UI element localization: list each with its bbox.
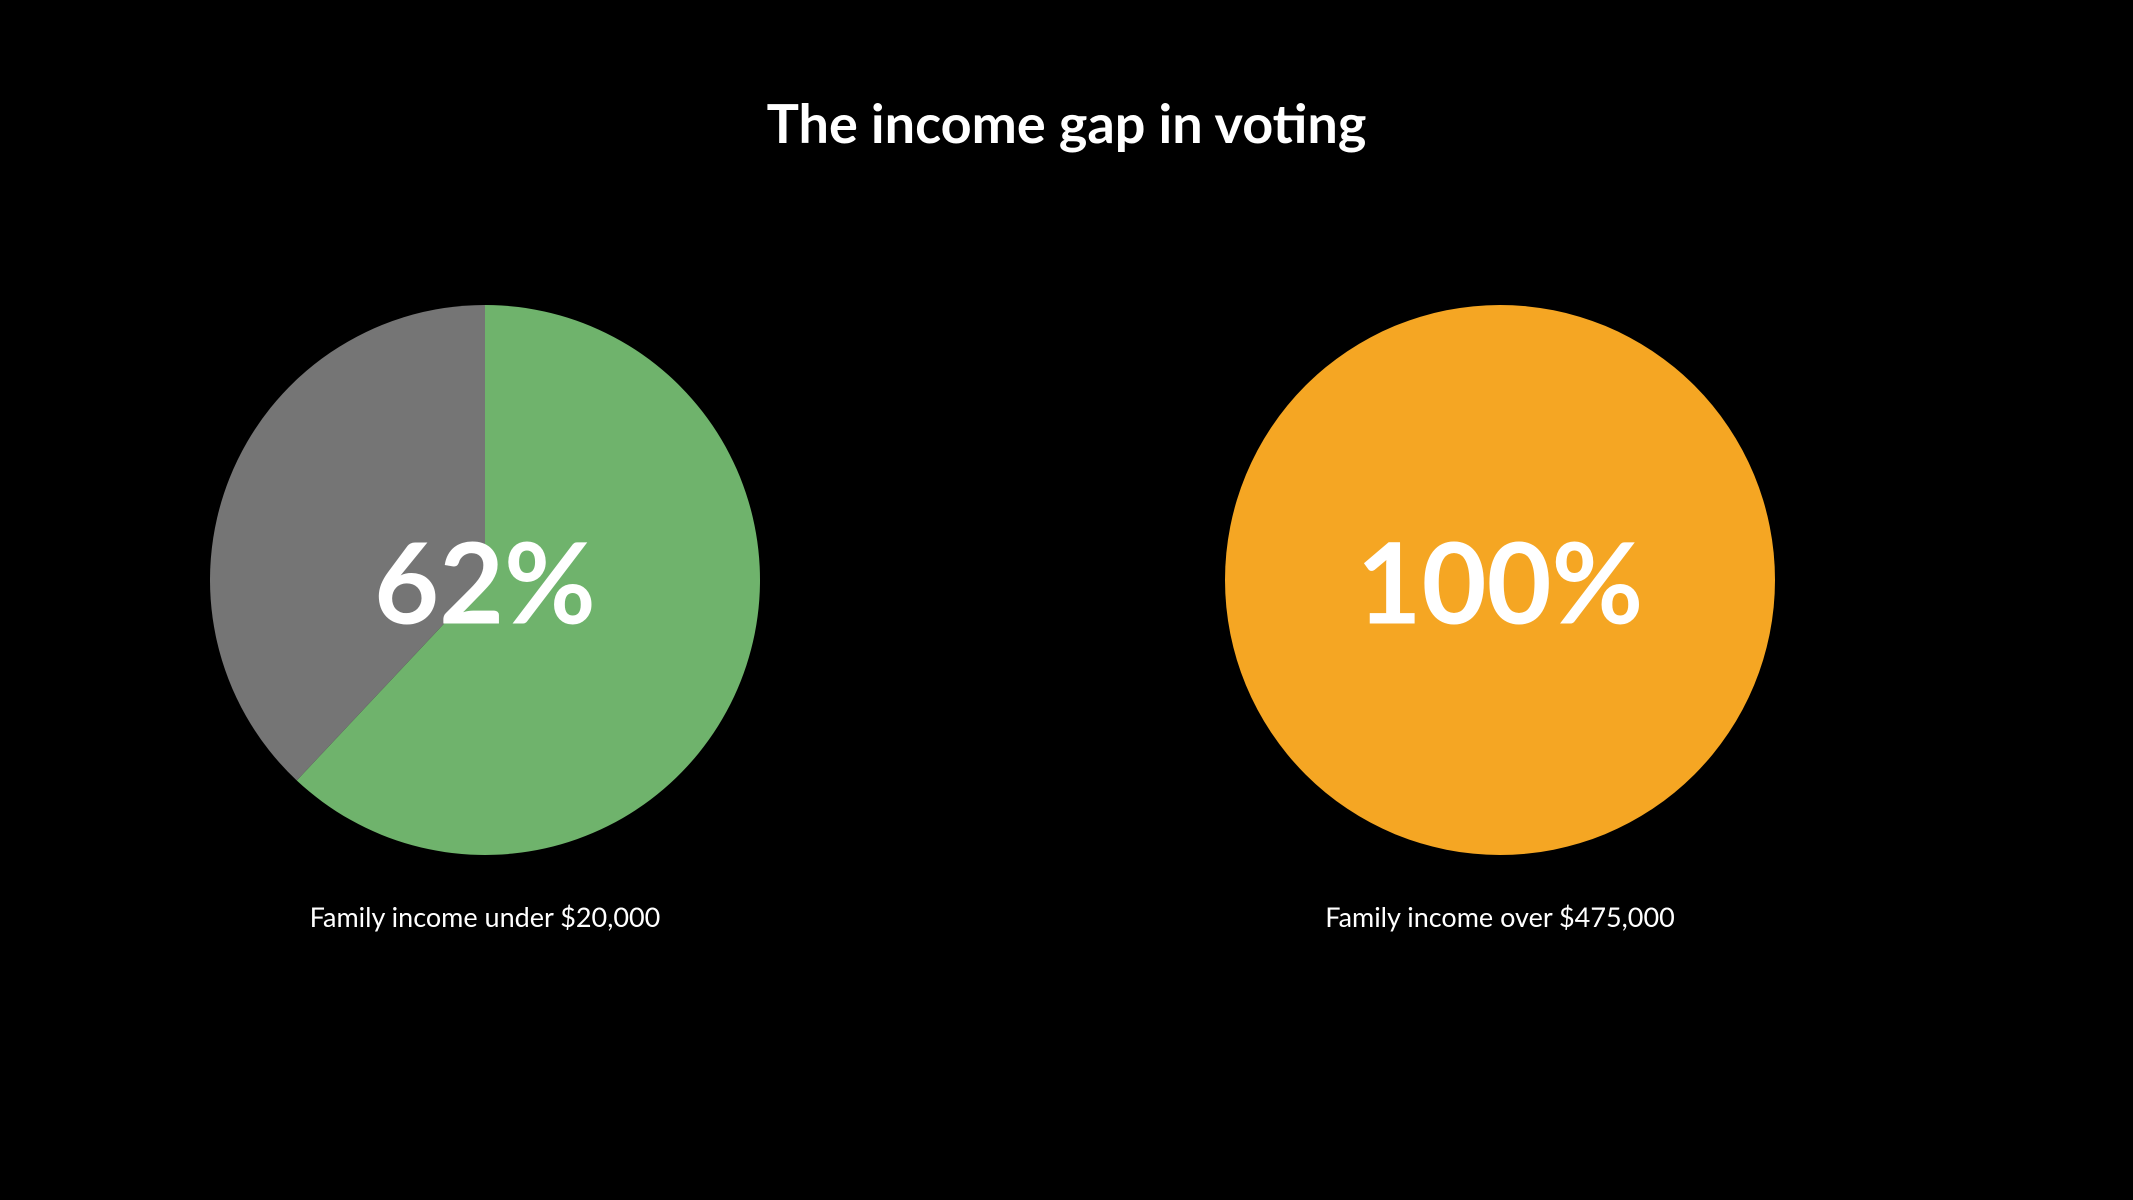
chart-title: The income gap in voting [0,90,2133,155]
pie-caption-left: Family income under $20,000 [310,900,661,933]
pie-chart-right-group: 100% Family income over $475,000 [1225,305,1775,933]
pie-caption-right: Family income over $475,000 [1325,900,1675,933]
pie-chart-left-group: 62% Family income under $20,000 [210,305,760,933]
pie-chart-left: 62% [210,305,760,855]
pie-value-left: 62% [374,513,596,648]
pie-chart-right: 100% [1225,305,1775,855]
pie-value-right: 100% [1357,513,1644,648]
